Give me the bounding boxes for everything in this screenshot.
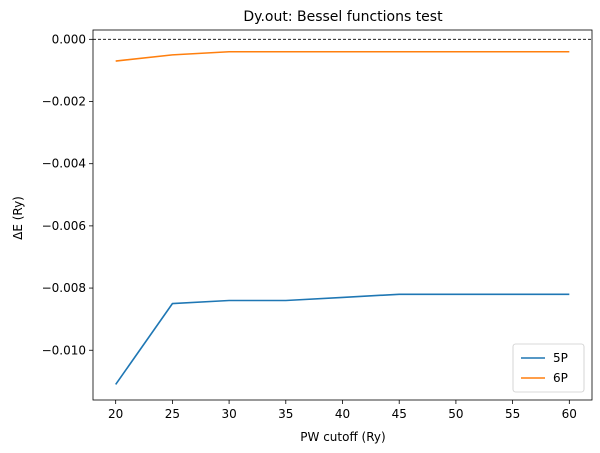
x-tick-label: 25: [165, 407, 180, 421]
legend-label-6P: 6P: [553, 371, 568, 385]
plot-frame: [92, 29, 593, 401]
y-tick-label: −0.006: [42, 219, 86, 233]
chart-title: Dy.out: Bessel functions test: [243, 9, 443, 25]
legend-label-5P: 5P: [553, 351, 568, 365]
plot-area: 20 25 30 35 40 45 50 55 60 0.000 −0.002 −0.004 −0.00…: [42, 29, 593, 421]
x-axis-label: PW cutoff (Ry): [300, 430, 385, 444]
series-line-5P: [115, 293, 570, 385]
y-axis-label: ΔE (Ry): [11, 196, 25, 240]
x-tick-label: 60: [562, 407, 577, 421]
x-tick-label: 50: [448, 407, 463, 421]
series-line-6P: [115, 50, 570, 62]
legend-box: [512, 343, 585, 393]
x-tick-label: 35: [278, 407, 293, 421]
x-tick-label: 45: [392, 407, 407, 421]
x-tick-label: 55: [505, 407, 520, 421]
x-tick-label: 20: [108, 407, 123, 421]
x-tick-label: 30: [221, 407, 236, 421]
y-tick-label: −0.010: [42, 343, 86, 357]
y-tick-label: 0.000: [52, 32, 86, 46]
y-tick-label: −0.004: [42, 157, 86, 171]
y-tick-label: −0.002: [42, 95, 86, 109]
y-tick-label: −0.008: [42, 281, 86, 295]
x-tick-label: 40: [335, 407, 350, 421]
